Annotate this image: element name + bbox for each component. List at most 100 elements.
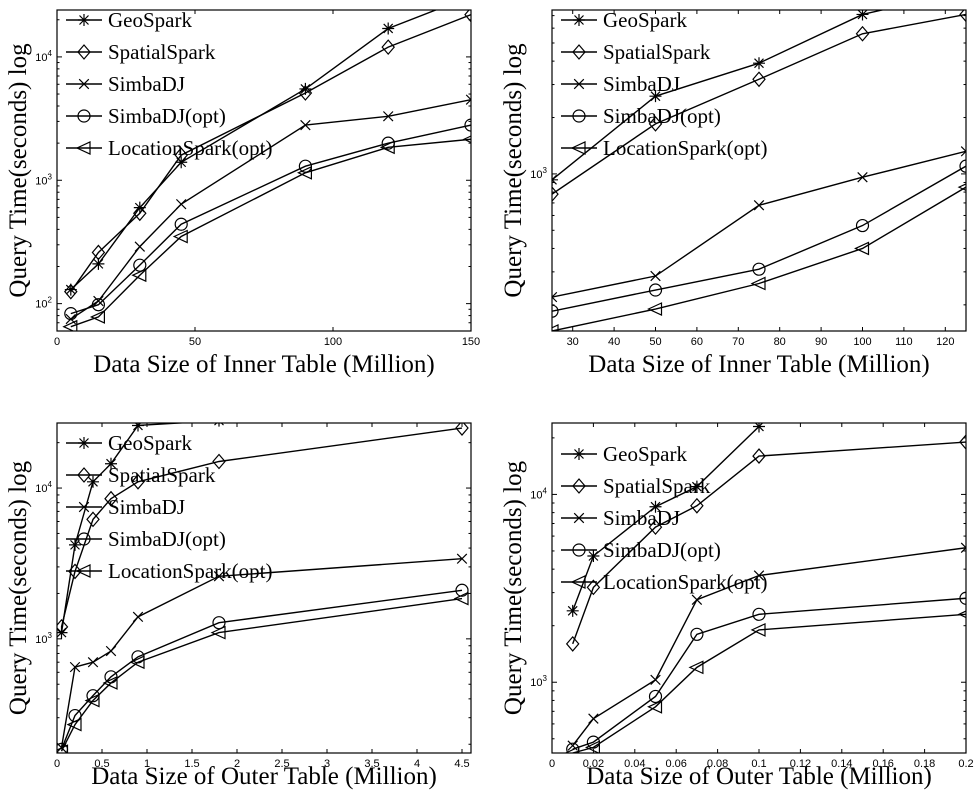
plot-frame [56, 9, 472, 332]
data-point-star [465, 0, 477, 2]
data-point-diamond [455, 423, 469, 436]
x-tick-label: 120 [936, 336, 954, 348]
data-point-diamond [68, 563, 82, 580]
series-group [62, 0, 477, 331]
data-point-circle [133, 258, 147, 272]
data-point-star [133, 201, 146, 214]
data-point-star [382, 22, 395, 35]
legend-label: GeoSpark [108, 431, 192, 455]
data-point-circle [455, 583, 469, 597]
data-point-diamond [586, 579, 601, 596]
x-tick-label: 4.5 [454, 758, 469, 770]
legend-label: SimbaDJ [603, 72, 680, 96]
data-point-triangle-left [102, 676, 118, 690]
data-point-diamond [648, 115, 663, 132]
legend-marker-star [573, 448, 585, 460]
x-tick-label: 110 [895, 336, 913, 348]
series-line-SimbaDJ [70, 98, 471, 320]
x-tick-label: 0.02 [583, 758, 604, 770]
chart-panel-1: 0 50 100 150 102 103 104 GeoSpark SpatialSpark Si… [5, 0, 480, 378]
data-point-star [105, 457, 117, 470]
data-point-diamond [298, 85, 313, 101]
data-point-triangle-left [957, 610, 966, 619]
x-axis-label: Data Size of Outer Table (Million) [586, 763, 932, 790]
legend-marker-star [573, 14, 585, 26]
x-tick-label: 0 [54, 758, 60, 770]
data-point-star [753, 423, 765, 433]
data-point-x [588, 713, 599, 724]
x-tick-label: 80 [774, 336, 786, 348]
chart-panel-2: 30 40 50 60 70 80 90 100 110 120 103 GeoSpark Spatia… [500, 8, 967, 378]
x-tick-label: 40 [608, 336, 620, 348]
data-point-triangle-left [750, 622, 766, 637]
y-tick-label: 103 [35, 172, 52, 187]
data-point-star [649, 500, 662, 513]
x-tick-label: 3.5 [364, 758, 379, 770]
data-point-diamond [174, 147, 188, 164]
legend-label: SimbaDJ(opt) [108, 104, 226, 128]
legend-marker-triangle-left [570, 575, 586, 589]
x-tick-label: 2.5 [274, 758, 289, 770]
data-point-diamond [464, 10, 471, 23]
data-point-x [465, 94, 471, 105]
legend-label: GeoSpark [603, 8, 687, 32]
data-point-x [93, 295, 104, 307]
data-point-diamond [855, 25, 870, 42]
series-group [57, 423, 469, 753]
legend-marker-x [78, 78, 90, 90]
data-point-circle [174, 217, 188, 231]
series-line-SpatialSpark [70, 14, 471, 293]
data-point-triangle-left [957, 183, 966, 192]
data-point-star [566, 604, 579, 617]
x-tick-label: 3 [324, 758, 330, 770]
legend-marker-triangle-left [570, 141, 586, 155]
legend-label: SpatialSpark [603, 474, 711, 498]
y-axis-label: Query Time(seconds) log [5, 43, 32, 298]
x-tick-label: 150 [462, 336, 480, 348]
data-point-triangle-left [647, 699, 663, 714]
x-tick-label: 0.14 [831, 758, 852, 770]
x-tick-label: 0.04 [624, 758, 645, 770]
series-line-LocationSpark(opt) [70, 138, 471, 328]
data-point-triangle-left [66, 717, 82, 732]
data-point-diamond [565, 635, 580, 652]
y-axis-label: Query Time(seconds) log [500, 43, 527, 298]
data-point-diamond [131, 473, 145, 490]
x-tick-label: 30 [567, 336, 579, 348]
data-point-triangle-left [131, 268, 147, 283]
data-point-circle [690, 627, 704, 641]
x-tick-label: 70 [732, 336, 744, 348]
data-point-diamond [690, 497, 704, 514]
data-point-circle [855, 218, 870, 233]
x-tick-label: 100 [853, 336, 871, 348]
series-line-SpatialSpark [572, 441, 966, 645]
legend-marker-x [573, 512, 585, 524]
data-point-diamond [648, 519, 663, 536]
legend: GeoSpark SpatialSpark SimbaDJ SimbaDJ(opt) L… [561, 442, 767, 594]
data-point-triangle-left [62, 319, 78, 331]
data-point-star [214, 423, 224, 427]
data-point-circle [648, 283, 663, 297]
series-line-LocationSpark(opt) [60, 597, 463, 752]
data-point-circle [464, 118, 471, 132]
data-point-triangle-left [462, 135, 471, 144]
y-tick-label: 104 [35, 480, 52, 495]
series-line-SpatialSpark [552, 13, 966, 195]
y-tick-label: 103 [530, 674, 547, 689]
data-point-diamond [959, 434, 966, 450]
legend-marker-circle [572, 109, 586, 123]
legend-marker-circle [572, 543, 586, 557]
data-point-diamond [752, 448, 766, 464]
series-line-LocationSpark(opt) [552, 186, 966, 331]
data-point-triangle-left [647, 302, 663, 316]
legend-marker-star [78, 437, 90, 449]
data-point-triangle-left [564, 746, 580, 753]
legend: GeoSpark SpatialSpark SimbaDJ SimbaDJ(opt) L… [561, 8, 767, 160]
data-point-x [300, 119, 311, 131]
legend-label: LocationSpark(opt) [603, 570, 767, 594]
legend-marker-triangle-left [75, 564, 91, 578]
x-tick-label: 0.2 [958, 758, 973, 770]
data-point-x [382, 111, 394, 122]
data-point-diamond [552, 186, 559, 203]
data-point-triangle-left [296, 165, 312, 180]
